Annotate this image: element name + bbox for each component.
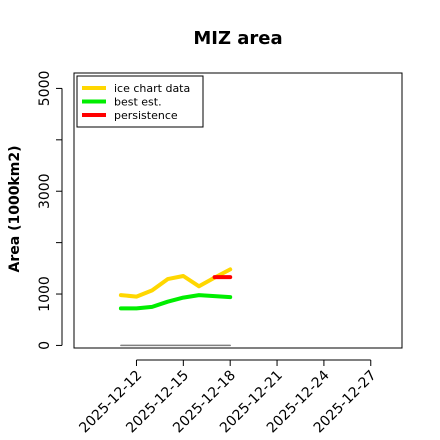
y-tick-label: 0 — [37, 341, 53, 350]
y-axis-label: Area (1000km2) — [7, 146, 23, 273]
chart-title: MIZ area — [193, 28, 282, 49]
series-layer — [118, 267, 233, 347]
x-axis: 2025-12-122025-12-152025-12-182025-12-21… — [76, 359, 380, 436]
y-tick-label: 3000 — [37, 173, 53, 209]
y-axis: 0 1000 3000 5000 — [37, 71, 63, 350]
y-tick-label: 5000 — [37, 71, 53, 107]
plot-frame — [73, 72, 403, 349]
legend-label: best est. — [114, 96, 162, 109]
y-tick-label: 1000 — [37, 276, 53, 312]
series-line-best-est — [118, 293, 233, 311]
legend-label: ice chart data — [114, 82, 190, 95]
legend-label: persistence — [114, 109, 178, 122]
series-line-ice-chart-data — [118, 267, 233, 299]
